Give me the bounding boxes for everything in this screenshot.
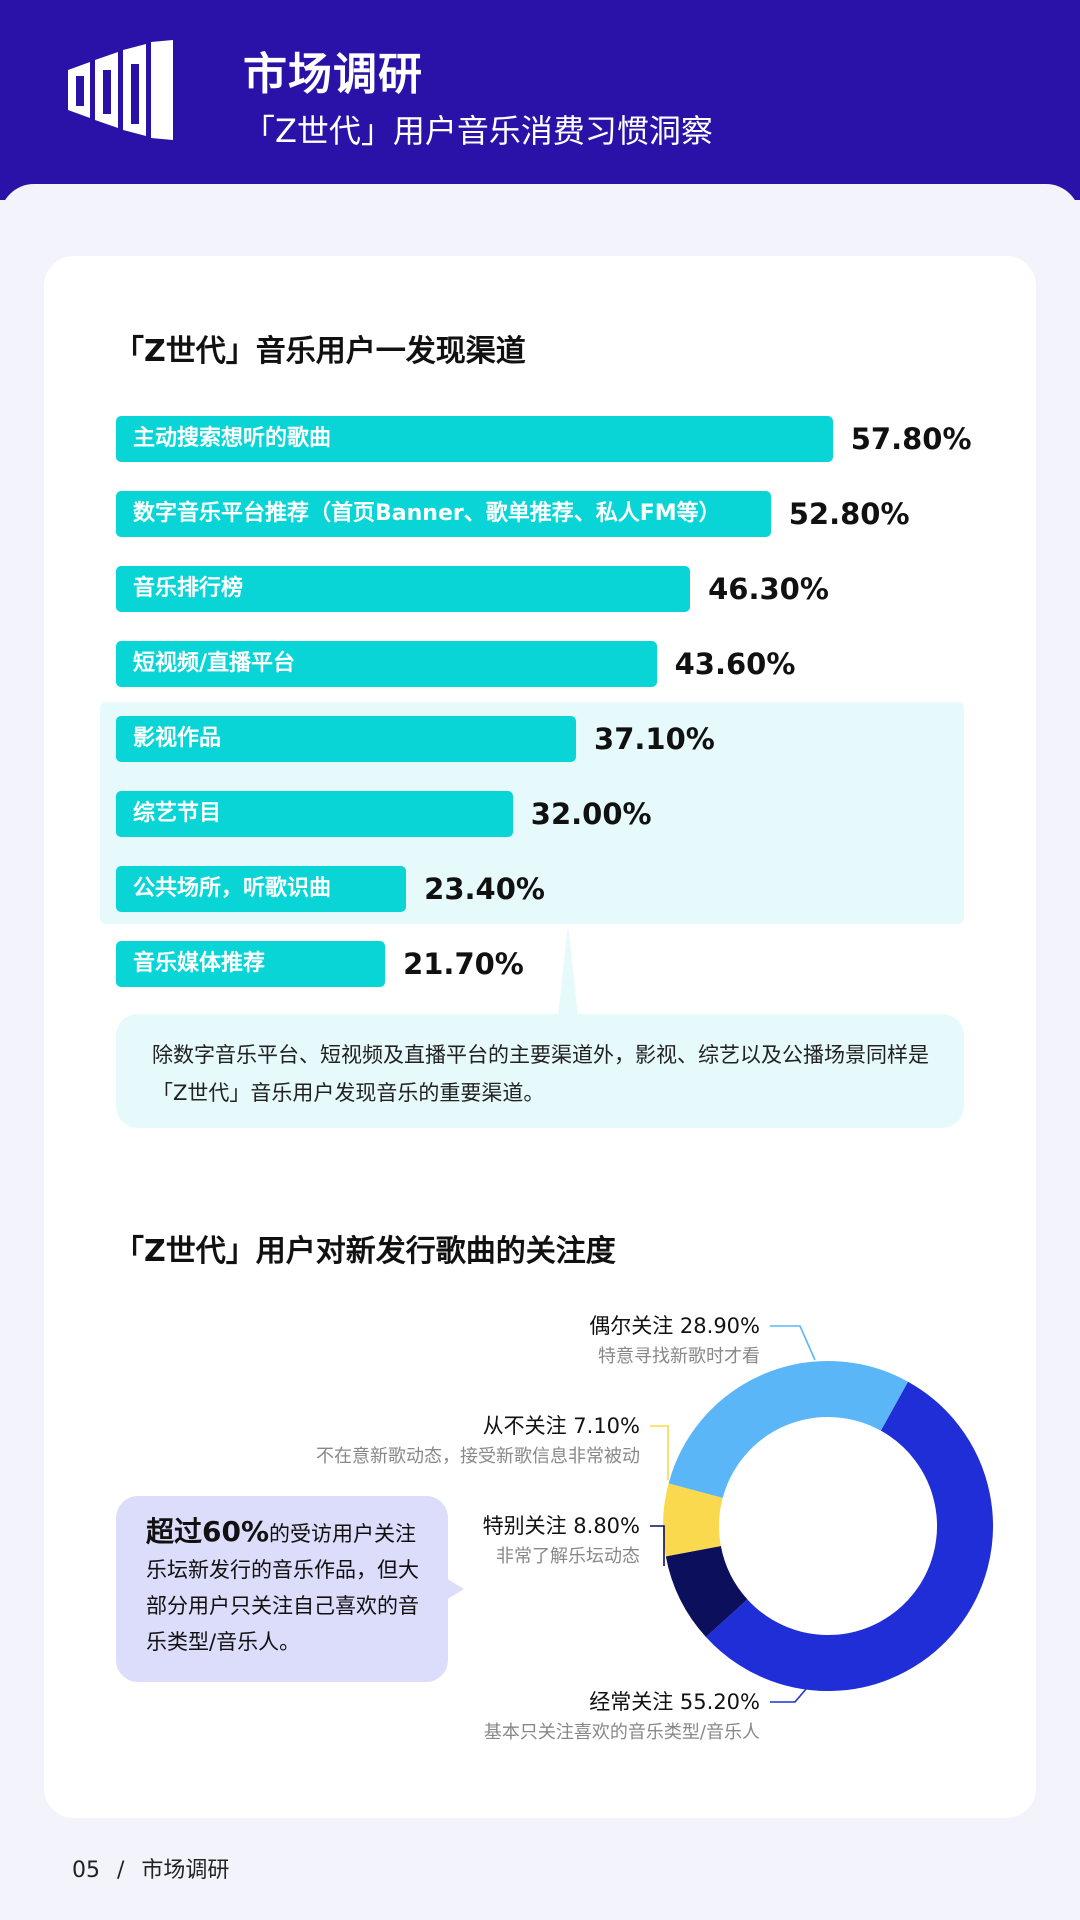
callout-highlight: 超过60% bbox=[146, 1515, 270, 1548]
annotation-text: 除数字音乐平台、短视频及直播平台的主要渠道外，影视、综艺以及公播场景同样是「Z世… bbox=[152, 1043, 929, 1105]
bar-value-label: 23.40% bbox=[424, 872, 545, 906]
bar-label: 公共场所，听歌识曲 bbox=[133, 876, 332, 901]
bar-value-label: 43.60% bbox=[674, 647, 796, 681]
bar bbox=[116, 566, 691, 612]
donut-slice-label: 偶尔关注 28.90% bbox=[589, 1314, 760, 1338]
bar bbox=[116, 866, 407, 912]
bar-label: 短视频/直播平台 bbox=[133, 651, 296, 676]
annotation-pointer bbox=[558, 924, 578, 1016]
header-title: 市场调研 bbox=[243, 49, 423, 100]
bar-label: 数字音乐平台推荐（首页Banner、歌单推荐、私人FM等） bbox=[133, 501, 721, 526]
brand-logo-icon bbox=[68, 40, 173, 140]
bar bbox=[116, 791, 513, 837]
callout-body: 的受访用户关注乐坛新发行的音乐作品，但大部分用户只关注自己喜欢的音乐类型/音乐人… bbox=[146, 1522, 419, 1654]
bar bbox=[116, 716, 577, 762]
bar-label: 影视作品 bbox=[133, 726, 222, 751]
bar-chart-title: 「Z世代」音乐用户一发现渠道 bbox=[114, 334, 526, 369]
page-footer: 05 / 市场调研 bbox=[72, 1852, 229, 1884]
bar bbox=[116, 491, 771, 537]
bar-chart: 主动搜索想听的歌曲 57.80% 数字音乐平台推荐（首页Banner、歌单推荐、私人… bbox=[116, 416, 972, 987]
donut-slice-label: 经常关注 55.20% bbox=[589, 1690, 760, 1714]
bar-value-label: 32.00% bbox=[530, 797, 652, 831]
donut-slice-description: 特意寻找新歌时才看 bbox=[598, 1346, 760, 1367]
bar-value-label: 46.30% bbox=[708, 572, 829, 606]
bar-label: 音乐排行榜 bbox=[133, 576, 244, 601]
annotation-box bbox=[116, 1014, 964, 1128]
bar bbox=[116, 941, 386, 987]
donut-chart-title: 「Z世代」用户对新发行歌曲的关注度 bbox=[114, 1234, 616, 1269]
bar bbox=[116, 416, 833, 462]
bar-value-label: 52.80% bbox=[788, 497, 910, 531]
bar-value-label: 37.10% bbox=[594, 722, 715, 756]
donut-slice-description: 不在意新歌动态，接受新歌信息非常被动 bbox=[316, 1446, 640, 1467]
header-subtitle: 「Z世代」用户音乐消费习惯洞察 bbox=[243, 112, 713, 150]
bar-label: 综艺节目 bbox=[133, 801, 222, 826]
page-number: 05 bbox=[72, 1858, 100, 1883]
bar-value-label: 57.80% bbox=[850, 422, 972, 456]
bar bbox=[116, 641, 657, 687]
donut-slice-description: 基本只关注喜欢的音乐类型/音乐人 bbox=[483, 1722, 760, 1743]
bar-label: 主动搜索想听的歌曲 bbox=[133, 426, 332, 451]
donut-slice-description: 非常了解乐坛动态 bbox=[496, 1546, 640, 1567]
bar-value-label: 21.70% bbox=[403, 947, 524, 981]
donut-slice-label: 从不关注 7.10% bbox=[482, 1414, 640, 1438]
callout-pointer bbox=[446, 1578, 464, 1600]
footer-separator: / bbox=[117, 1858, 125, 1883]
bar-label: 音乐媒体推荐 bbox=[133, 951, 266, 976]
header-banner: 市场调研 「Z世代」用户音乐消费习惯洞察 bbox=[0, 0, 1080, 200]
footer-section: 市场调研 bbox=[141, 1858, 230, 1883]
callout-box bbox=[116, 1496, 448, 1682]
callout-text: 超过60%的受访用户关注乐坛新发行的音乐作品，但大部分用户只关注自己喜欢的音乐类… bbox=[146, 1514, 436, 1660]
donut-slice-label: 特别关注 8.80% bbox=[482, 1514, 640, 1538]
